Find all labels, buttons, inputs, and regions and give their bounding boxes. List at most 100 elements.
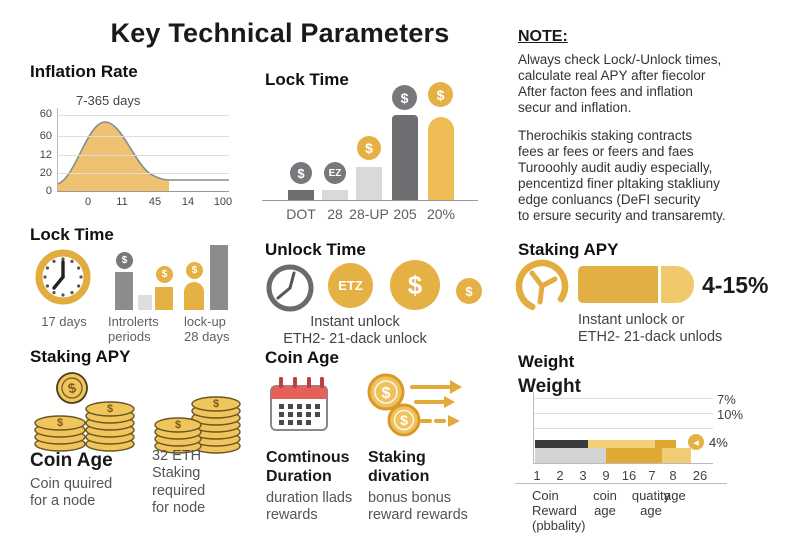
x-axis-line [533,463,713,464]
etz-coin-icon: ETZ [328,263,373,308]
dollar-glyph: $ [107,403,113,415]
inflation-chart: 60 60 12 20 0 0 11 45 14 100 [30,90,240,212]
x-tick: 26 [692,468,708,483]
dollar-icon: $ [186,262,203,279]
coin-age-heading: Coin Age [265,348,339,367]
x-tick: 14 [181,196,195,208]
bar-label: 28-UP [349,206,389,222]
apy-pill-bar [578,266,694,303]
staking-apy-left-heading: Staking APY [30,347,131,366]
x-tick: 45 [148,196,162,208]
gridline [57,155,229,156]
weight-segment-gold2 [606,448,662,463]
gridline [57,115,229,116]
x-tick: 11 [116,196,128,208]
dollar-icon: $ [392,85,417,110]
bar [155,287,173,310]
dollar-icon: $ [156,266,173,283]
dollar-glyph: $ [400,89,409,106]
dollar-glyph: $ [191,265,198,276]
gridline [533,398,713,399]
dollar-glyph: $ [400,412,408,428]
badge-label-4pct: 4% [709,435,728,450]
dollar-glyph: $ [161,269,168,280]
weight-group-label: Coin Reward (pbbality) [532,488,586,533]
page-title: Key Technical Parameters [110,18,450,48]
dollar-icon: $ [116,252,133,269]
inflation-plot-area [56,108,229,192]
dollar-icon: $ [290,162,312,184]
note-paragraph-2: Therochikis staking contracts fees ar fe… [518,128,726,223]
dollar-glyph: $ [57,417,63,429]
gridline [533,428,713,429]
apy-value: 4-15% [702,272,769,298]
etz-glyph: ETZ [338,278,363,293]
bar-28up [356,167,382,200]
bar-205 [392,115,418,200]
continuous-duration-text: duration llads rewards [266,490,353,524]
bar [138,295,152,310]
bar-label: DOT [286,206,316,222]
dollar-glyph: $ [66,379,78,396]
dollar-glyph: $ [436,86,445,103]
separator-line [515,483,727,484]
lock-time-chart-heading: Lock Time [265,70,349,89]
calendar-icon [270,377,328,431]
dollar-glyph: $ [213,398,219,410]
bar-28 [322,190,348,200]
x-axis-line [262,200,478,201]
apy-caption: Instant unlock or ETH2- 21-dack unlods [578,312,723,346]
bar-label: 20% [426,206,456,222]
lock-time-left-heading: Lock Time [30,225,114,244]
x-tick: 100 [213,196,233,208]
dollar-glyph: $ [382,385,391,402]
dollar-icon: $ [428,82,453,107]
weight-group-label: age [664,488,686,503]
coin-stack-icon: $ $ [154,396,241,454]
inflation-annotation: 7-365 days [76,93,141,108]
weight-heading-1: Weight [518,352,575,371]
x-tick: 1 [533,468,541,483]
dollar-coin-small-icon: $ [456,278,482,304]
y-tick: 20 [39,167,52,179]
unlock-time-heading: Unlock Time [265,240,366,259]
y-axis-line [57,108,58,192]
y-tick: 0 [45,185,52,197]
dollar-glyph: $ [465,283,473,299]
inflation-bell-curve [56,121,229,192]
grid-label-10pct: 10% [717,407,744,422]
weight-group-label: coin age [593,488,617,518]
apy-pill-left-segment [578,266,658,303]
clock-outline-icon [266,264,314,312]
inflation-rate-heading: Inflation Rate [30,62,138,81]
coins-arrows-icon: $ $ [367,373,462,437]
weight-segment-gold [655,440,676,448]
weight-segment-pale2 [662,448,691,463]
y-axis-line [533,392,534,464]
staking-apy-right-heading: Staking APY [518,240,619,259]
coin-age-title: Coin Age [30,450,113,471]
bar-label: 28 [327,206,343,222]
gridline [533,413,713,414]
y-tick: 60 [39,130,52,142]
gridline [57,173,229,174]
dollar-glyph: $ [121,255,128,266]
dollar-glyph: $ [365,140,373,156]
lock-time-bar-chart: $ EZ $ $ $ DOT 28 28-UP 205 20% [262,80,480,225]
x-tick: 7 [648,468,656,483]
clock-gold-icon [515,259,569,313]
weight-group-label: quatity age [631,488,671,518]
x-tick: 2 [556,468,564,483]
coin-stack-icon: $ $ $ [34,372,135,452]
x-tick: 0 [84,196,92,208]
y-tick: 12 [39,149,52,161]
x-axis-line [57,191,229,192]
coin-age-text: Coin quuired for a node [30,476,113,510]
weight-segment-pale [588,440,655,448]
clock-caption: 17 days [41,314,87,329]
weight-segment-black [535,440,588,448]
weight-segment-gray [535,448,606,463]
bar [210,245,228,310]
bar [115,272,133,310]
